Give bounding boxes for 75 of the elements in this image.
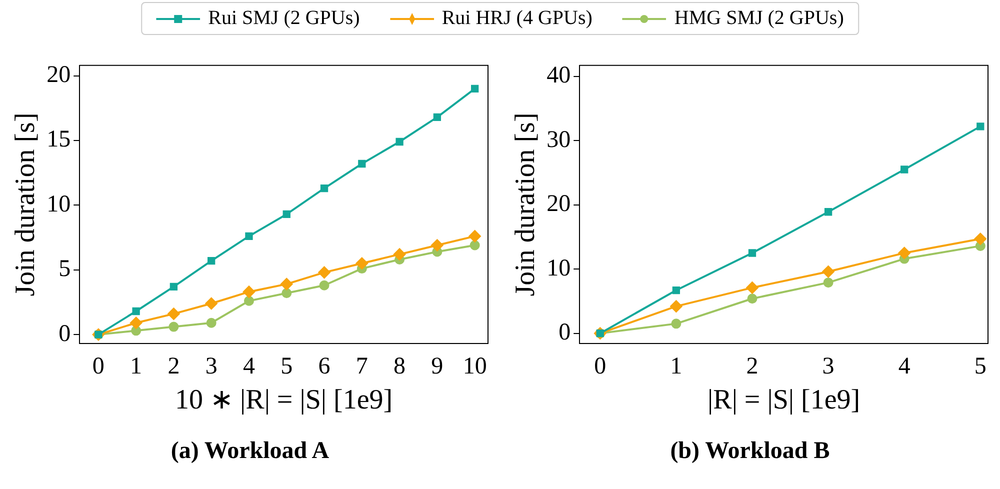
y-axis-title: Join duration [s]	[10, 112, 42, 296]
y-tick-label: 20	[546, 191, 571, 218]
point	[748, 249, 756, 257]
point	[824, 208, 832, 216]
y-tick-label: 10	[546, 255, 571, 282]
text: (b) Workload B	[669, 438, 831, 465]
point	[671, 318, 682, 329]
point	[242, 286, 255, 298]
legend-label: Rui HRJ (4 GPUs)	[442, 7, 592, 30]
x-tick-label: 5	[280, 353, 293, 380]
y-tick-label: 40	[546, 62, 571, 89]
x-tick-label: 0	[594, 353, 606, 380]
x-axis-title: |R| = |S| [1e9]	[708, 384, 860, 416]
point	[900, 166, 908, 174]
point	[974, 232, 986, 245]
point	[672, 286, 680, 294]
y-tick-label: 10	[46, 191, 71, 218]
point	[320, 184, 328, 192]
point	[470, 240, 480, 250]
y-tick-label: 0	[558, 320, 571, 346]
x-tick-label: 0	[92, 353, 104, 380]
point	[245, 232, 253, 240]
legend-label: Rui SMJ (2 GPUs)	[208, 7, 360, 30]
point	[170, 282, 178, 290]
point	[976, 122, 984, 130]
point	[747, 294, 758, 304]
x-tick-label: 3	[205, 353, 218, 380]
x-tick-label: 9	[431, 353, 444, 380]
y-tick-label: 0	[58, 320, 71, 347]
y-tick-label: 15	[46, 126, 71, 153]
point	[280, 278, 293, 290]
x-tick-label: 1	[670, 353, 682, 380]
x-tick-label: 7	[356, 353, 368, 380]
point	[433, 113, 442, 121]
point	[244, 296, 254, 306]
x-tick-label: 8	[394, 353, 406, 380]
point	[396, 138, 404, 146]
y-tick-label: 30	[546, 126, 571, 153]
point	[319, 280, 330, 290]
point	[208, 256, 216, 265]
point	[431, 239, 444, 252]
point	[898, 247, 910, 260]
point	[468, 230, 481, 242]
x-tick-label: 5	[974, 353, 986, 380]
x-tick-label: 10	[462, 353, 487, 380]
x-tick-label: 2	[168, 353, 180, 380]
y-tick-label: 5	[58, 256, 71, 282]
point	[823, 278, 834, 288]
point	[358, 160, 366, 168]
x-tick-label: 4	[242, 353, 255, 380]
legend-label: HMG SMJ (2 GPUs)	[674, 7, 844, 30]
x-axis-title: 10 ∗ |R| = |S| [1e9]	[175, 384, 393, 416]
point	[356, 257, 368, 270]
y-tick-label: 20	[46, 62, 71, 88]
point	[132, 307, 140, 316]
x-tick-label: 4	[898, 353, 910, 380]
point	[394, 248, 406, 260]
x-tick-label: 3	[822, 353, 834, 380]
point	[168, 308, 180, 320]
point	[282, 210, 290, 218]
point	[471, 84, 479, 93]
x-tick-label: 1	[130, 353, 142, 380]
point	[205, 297, 218, 310]
text: (a) Workload A	[170, 438, 330, 465]
point	[318, 266, 330, 278]
x-tick-label: 2	[746, 353, 758, 380]
point	[746, 282, 758, 294]
x-tick-label: 6	[318, 353, 330, 380]
point	[282, 288, 292, 298]
point	[130, 316, 142, 329]
point	[206, 318, 216, 328]
y-axis-title: Join duration [s]	[510, 112, 542, 296]
point	[670, 300, 682, 312]
point	[168, 322, 179, 332]
point	[822, 266, 834, 278]
